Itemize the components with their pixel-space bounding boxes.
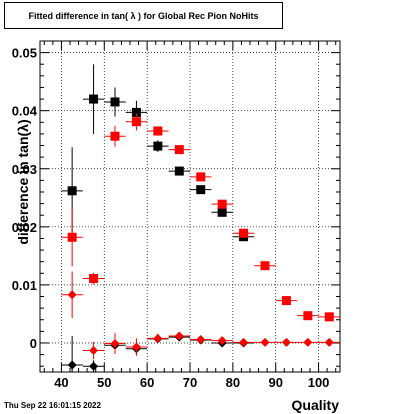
data-point-square xyxy=(153,126,163,136)
data-point-diamond xyxy=(324,337,334,347)
data-point-square xyxy=(89,274,99,284)
data-point-diamond xyxy=(260,337,270,347)
x-tick-label: 100 xyxy=(308,375,330,390)
y-tick-label: 0.02 xyxy=(12,220,37,235)
data-point-diamond xyxy=(217,336,227,346)
data-point-square xyxy=(174,145,184,155)
data-point-square xyxy=(131,107,141,117)
data-point-diamond xyxy=(110,339,120,349)
y-tick-label: 0 xyxy=(30,336,37,351)
x-tick-label: 80 xyxy=(226,375,240,390)
data-point-diamond xyxy=(89,346,99,356)
data-point-square xyxy=(303,311,313,321)
series-3 xyxy=(61,271,340,360)
data-point-diamond xyxy=(89,361,99,371)
x-tick-label: 40 xyxy=(54,375,68,390)
y-tick-label: 0.05 xyxy=(12,46,37,61)
data-point-square xyxy=(110,97,120,107)
y-axis-label: difference in tan(λ) xyxy=(15,119,31,245)
chart-title: Fitted difference in tan( λ ) for Global… xyxy=(4,2,283,29)
data-point-square xyxy=(153,141,163,151)
data-point-square xyxy=(217,207,227,217)
axis-ticks xyxy=(40,40,340,372)
data-point-square xyxy=(196,185,206,195)
x-tick-labels: 40 50 60 70 80 90 100 xyxy=(54,375,329,390)
data-point-square xyxy=(239,228,249,238)
data-point-diamond xyxy=(239,337,249,347)
data-point-square xyxy=(131,117,141,127)
data-point-square xyxy=(174,166,184,176)
x-tick-label: 90 xyxy=(268,375,282,390)
x-tick-label: 60 xyxy=(140,375,154,390)
data-point-square xyxy=(281,296,291,306)
grid-lines xyxy=(40,41,340,372)
series-0 xyxy=(61,64,255,242)
data-point-square xyxy=(67,232,77,242)
data-point-square xyxy=(110,131,120,141)
data-point-diamond xyxy=(303,337,313,347)
data-point-square xyxy=(89,94,99,104)
data-point-diamond xyxy=(281,337,291,347)
data-point-diamond xyxy=(131,342,141,352)
data-point-square xyxy=(196,172,206,182)
y-tick-label: 0.03 xyxy=(12,162,37,177)
timestamp-footer: Thu Sep 22 16:01:15 2022 xyxy=(4,401,101,410)
y-tick-label: 0.01 xyxy=(12,278,37,293)
data-point-square xyxy=(217,199,227,209)
data-point-diamond xyxy=(153,333,163,343)
data-point-square xyxy=(260,261,270,271)
data-point-square xyxy=(324,312,334,322)
data-point-diamond xyxy=(67,290,77,300)
y-tick-label: 0.04 xyxy=(12,104,38,119)
x-tick-label: 50 xyxy=(97,375,111,390)
data-point-diamond xyxy=(196,334,206,344)
data-series xyxy=(61,64,340,372)
x-tick-label: 70 xyxy=(183,375,197,390)
y-tick-labels: 0 0.01 0.02 0.03 0.04 0.05 xyxy=(12,46,38,351)
data-point-square xyxy=(67,186,77,196)
data-point-diamond xyxy=(174,331,184,341)
series-1 xyxy=(61,113,340,322)
x-axis-label: Quality xyxy=(291,397,339,413)
data-point-diamond xyxy=(67,360,77,370)
